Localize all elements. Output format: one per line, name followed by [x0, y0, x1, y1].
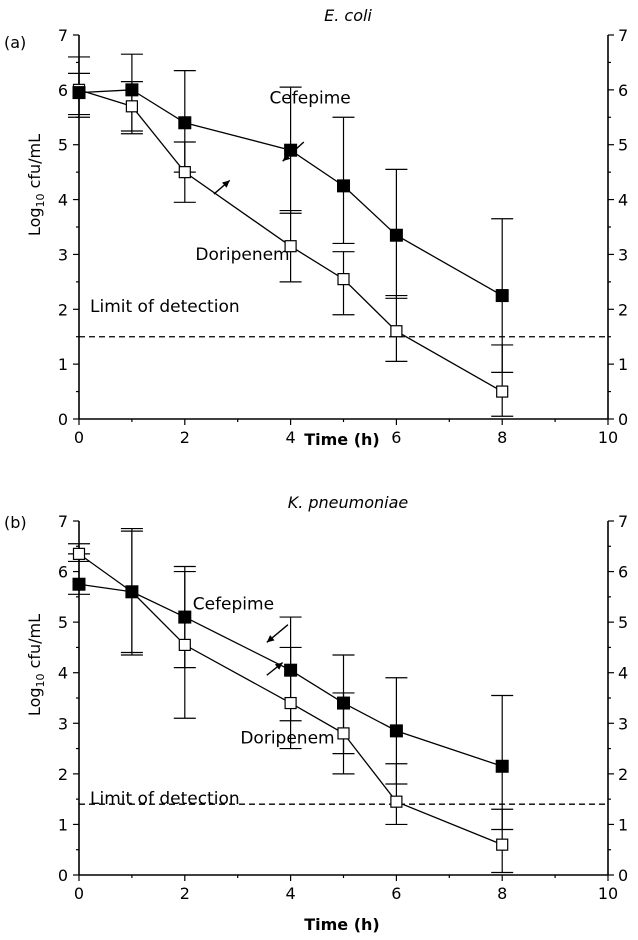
y-tick-label-left-b: 7: [58, 512, 68, 531]
y-axis-title-rest-b: cfu/mL: [25, 614, 44, 674]
y-tick-label-right-b: 0: [618, 866, 628, 885]
y-axis-title-a: Log10 cfu/mL: [25, 134, 47, 236]
y-axis-title-b: Log10 cfu/mL: [25, 614, 47, 716]
panel-b: (b) K. pneumoniae Time (h) Log10 cfu/mL …: [4, 493, 628, 934]
marker-cefepime-b: [125, 585, 139, 599]
marker-cefepime-a: [337, 179, 350, 193]
y-tick-label-left-a: 6: [58, 81, 68, 100]
annotation-cefepime-a: Cefepime: [269, 89, 350, 109]
y-tick-label-left-a: 0: [58, 410, 68, 429]
annotation-arrow-head-a: [222, 180, 230, 188]
y-tick-label-left-a: 5: [58, 136, 68, 155]
marker-doripenem-b: [337, 727, 350, 740]
x-tick-label-b: 10: [598, 884, 618, 903]
x-axis-title-b: Time (h): [304, 915, 380, 934]
marker-doripenem-a: [496, 385, 509, 398]
limit-of-detection-label-a: Limit of detection: [90, 297, 240, 317]
x-tick-label-a: 6: [391, 428, 401, 447]
marker-cefepime-a: [72, 86, 86, 100]
panel-title-b: K. pneumoniae: [288, 493, 409, 512]
panel-label-a: (a): [4, 33, 26, 52]
y-tick-label-right-b: 4: [618, 664, 628, 683]
marker-doripenem-a: [390, 325, 403, 338]
marker-doripenem-a: [284, 240, 297, 253]
annotation-arrow-head-b: [266, 635, 275, 643]
marker-doripenem-a: [337, 273, 350, 286]
y-tick-label-left-a: 1: [58, 355, 68, 374]
marker-doripenem-a: [178, 166, 191, 179]
y-tick-label-right-a: 5: [618, 136, 628, 155]
annotation-doripenem-a: Doripenem: [195, 245, 289, 265]
marker-doripenem-b: [390, 795, 403, 808]
x-tick-label-b: 0: [74, 884, 84, 903]
y-tick-label-left-a: 4: [58, 191, 68, 210]
x-tick-label-a: 8: [497, 428, 507, 447]
marker-cefepime-a: [178, 116, 192, 130]
x-tick-label-b: 4: [286, 884, 296, 903]
panel-label-b: (b): [4, 513, 27, 532]
y-tick-label-right-b: 5: [618, 613, 628, 632]
y-tick-label-left-a: 7: [58, 26, 68, 45]
y-tick-label-left-b: 6: [58, 563, 68, 582]
y-axis-title-main-b: Log: [25, 687, 44, 716]
marker-doripenem-b: [178, 638, 191, 652]
marker-cefepime-b: [389, 724, 403, 738]
y-tick-label-right-a: 1: [618, 355, 628, 374]
marker-doripenem-b: [72, 547, 86, 560]
marker-doripenem-a: [125, 100, 139, 113]
marker-cefepime-a: [389, 228, 403, 242]
y-tick-label-left-b: 4: [58, 664, 68, 683]
y-tick-label-right-a: 4: [618, 191, 628, 210]
y-axis-title-main-a: Log: [25, 207, 44, 236]
marker-doripenem-b: [496, 838, 509, 851]
y-tick-label-right-b: 7: [618, 512, 628, 531]
x-tick-label-b: 8: [497, 884, 507, 903]
marker-cefepime-a: [125, 83, 139, 97]
limit-of-detection-label-b: Limit of detection: [90, 789, 240, 809]
y-axis-title-sub-a: 10: [34, 193, 47, 207]
x-tick-label-a: 4: [286, 428, 296, 447]
y-axis-title-sub-b: 10: [34, 673, 47, 687]
marker-cefepime-a: [495, 289, 509, 303]
y-tick-label-left-a: 3: [58, 245, 68, 264]
y-tick-label-right-a: 7: [618, 26, 628, 45]
annotation-doripenem-b: Doripenem: [240, 729, 334, 749]
annotation-arrow-head-b: [274, 662, 283, 670]
y-tick-label-left-b: 1: [58, 815, 68, 834]
marker-cefepime-b: [337, 696, 350, 710]
marker-doripenem-b: [284, 696, 297, 710]
y-tick-label-left-b: 2: [58, 765, 68, 784]
marker-cefepime-b: [495, 759, 509, 773]
panel-title-a: E. coli: [324, 6, 372, 25]
x-tick-label-a: 0: [74, 428, 84, 447]
y-tick-label-right-a: 2: [618, 300, 628, 319]
x-axis-title-a: Time (h): [304, 430, 380, 449]
marker-cefepime-b: [72, 577, 86, 591]
y-tick-label-right-a: 6: [618, 81, 628, 100]
panel-a: (a) E. coli Time (h) Log10 cfu/mL Limit …: [4, 6, 628, 449]
marker-cefepime-b: [284, 663, 298, 677]
y-tick-label-right-b: 3: [618, 714, 628, 733]
y-axis-title-rest-a: cfu/mL: [25, 134, 44, 194]
y-tick-label-left-b: 3: [58, 714, 68, 733]
x-tick-label-a: 10: [598, 428, 618, 447]
annotation-arrow-head-a: [282, 153, 291, 162]
y-tick-label-right-a: 3: [618, 245, 628, 264]
annotation-cefepime-b: Cefepime: [193, 595, 274, 615]
y-tick-label-left-b: 5: [58, 613, 68, 632]
marker-cefepime-a: [284, 143, 298, 157]
y-tick-label-left-b: 0: [58, 866, 68, 885]
y-tick-label-left-a: 2: [58, 300, 68, 319]
x-tick-label-a: 2: [180, 428, 190, 447]
y-tick-label-right-b: 6: [618, 563, 628, 582]
x-tick-label-b: 6: [391, 884, 401, 903]
y-tick-label-right-b: 2: [618, 765, 628, 784]
y-tick-label-right-a: 0: [618, 410, 628, 429]
marker-cefepime-b: [178, 610, 192, 624]
y-tick-label-right-b: 1: [618, 815, 628, 834]
x-tick-label-b: 2: [180, 884, 190, 903]
